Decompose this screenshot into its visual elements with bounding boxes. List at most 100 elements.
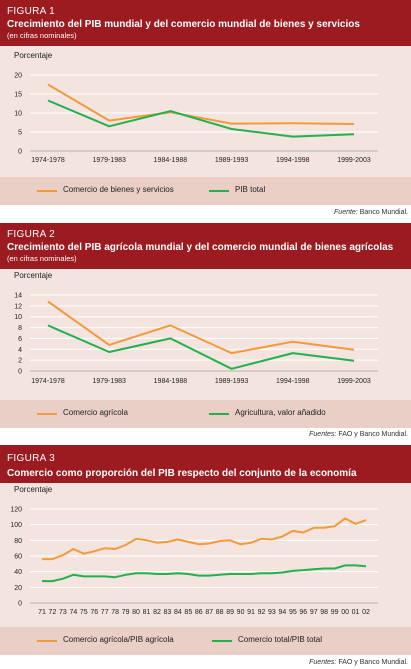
figure-2-chart: Porcentaje 0 2 4 6 8 10 12 14 1974-1978 1979-1983 1…	[14, 271, 378, 385]
series-line-2	[47, 99, 355, 138]
series-line-1	[47, 83, 355, 125]
y-tick-label: 60	[14, 554, 22, 561]
x-tick-label: 1984-1988	[154, 157, 188, 164]
y-tick-label: 6	[18, 336, 22, 343]
y-tick-label: 8	[18, 325, 22, 332]
y-tick-label: 2	[18, 358, 22, 365]
figure-1-chart: Porcentaje 0 5 10 15 20 1974-1978 1979-1983 1984…	[14, 51, 378, 164]
legend-swatch-orange	[37, 190, 57, 192]
figure-2: FIGURA 2 Crecimiento del PIB agrícola mu…	[0, 223, 411, 438]
x-tick-label: 78	[111, 609, 119, 616]
y-tick-label: 15	[14, 92, 22, 99]
x-tick-label: 86	[195, 609, 203, 616]
y-tick-label: 4	[18, 347, 22, 354]
x-tick-label: 1994-1998	[276, 157, 310, 164]
source-label: Fuentes:	[309, 659, 337, 666]
y-axis-label: Porcentaje	[14, 485, 53, 494]
x-tick-label: 75	[80, 609, 88, 616]
y-tick-label: 20	[14, 585, 22, 592]
legend-swatch-green	[209, 190, 229, 192]
figure-1-title: Crecimiento del PIB mundial y del comerc…	[7, 19, 360, 30]
figure-1-legend: Comercio de bienes y servicios PIB total	[0, 177, 411, 205]
series-line-2	[42, 564, 367, 583]
figure-3-header: FIGURA 3 Comercio como proporción del PI…	[0, 445, 411, 483]
x-tick-label: 82	[153, 609, 161, 616]
source-label: Fuente:	[334, 209, 358, 216]
x-tick-label: 98	[320, 609, 328, 616]
figure-2-source: Fuentes: FAO y Banco Mundial.	[309, 431, 408, 438]
x-tick-label: 72	[49, 609, 57, 616]
x-tick-label: 81	[143, 609, 151, 616]
legend-swatch-green	[212, 640, 232, 642]
x-tick-label: 83	[164, 609, 172, 616]
x-tick-label: 77	[101, 609, 109, 616]
legend-swatch-orange	[37, 640, 57, 642]
x-tick-label: 1979-1983	[92, 157, 126, 164]
legend-swatch-orange	[37, 413, 57, 415]
y-tick-label: 0	[18, 601, 22, 608]
series-line-1	[42, 517, 367, 561]
x-tick-label: 91	[247, 609, 255, 616]
x-tick-label: 1974-1978	[31, 157, 65, 164]
figure-3-body: Porcentaje 0 20 40 60 80 100 120 71 72 73 74 75 76 77 7…	[0, 483, 411, 655]
legend-label-series-1: Comercio agrícola/PIB agrícola	[63, 635, 174, 644]
figure-1-number: FIGURA 1	[7, 6, 55, 17]
x-tick-label: 97	[310, 609, 318, 616]
x-tick-label: 71	[38, 609, 46, 616]
figure-2-header: FIGURA 2 Crecimiento del PIB agrícola mu…	[0, 223, 411, 269]
legend-label-series-1: Comercio de bienes y servicios	[63, 185, 174, 194]
x-tick-label: 87	[205, 609, 213, 616]
legend-label-series-2: Agricultura, valor añadido	[235, 408, 326, 417]
figure-2-subtitle: (en cifras nominales)	[7, 254, 77, 263]
figure-3-source: Fuentes: FAO y Banco Mundial.	[309, 659, 408, 666]
figure-3-legend: Comercio agrícola/PIB agrícola Comercio …	[0, 627, 411, 655]
x-tick-label: 73	[59, 609, 67, 616]
y-axis-label: Porcentaje	[14, 271, 53, 280]
figure-2-number: FIGURA 2	[7, 229, 55, 240]
x-tick-label: 92	[258, 609, 266, 616]
figure-1-subtitle: (en cifras nominales)	[7, 31, 77, 40]
y-tick-label: 14	[14, 293, 22, 300]
figure-1-source: Fuente: Banco Mundial.	[334, 209, 408, 216]
x-tick-label: 85	[184, 609, 192, 616]
figure-1: FIGURA 1 Crecimiento del PIB mundial y d…	[0, 0, 411, 216]
x-tick-label: 99	[331, 609, 339, 616]
y-tick-label: 5	[18, 130, 22, 137]
y-axis-label: Porcentaje	[14, 51, 53, 60]
y-tick-label: 12	[14, 303, 22, 310]
source-label: Fuentes:	[309, 431, 337, 438]
y-tick-label: 40	[14, 569, 22, 576]
series-line-2	[47, 324, 355, 370]
x-tick-label: 1999-2003	[337, 378, 371, 385]
x-tick-label: 01	[352, 609, 360, 616]
legend-label-series-2: PIB total	[235, 185, 266, 194]
x-tick-label: 1989-1993	[215, 378, 249, 385]
x-tick-label: 1984-1988	[154, 378, 188, 385]
x-tick-label: 1994-1998	[276, 378, 310, 385]
x-tick-label: 93	[268, 609, 276, 616]
x-tick-label: 95	[289, 609, 297, 616]
legend-swatch-green	[209, 413, 229, 415]
x-tick-label: 02	[362, 609, 370, 616]
figure-1-body: Porcentaje 0 5 10 15 20 1974-1978 1979-1983 1984…	[0, 46, 411, 205]
figure-3: FIGURA 3 Comercio como proporción del PI…	[0, 445, 411, 666]
x-tick-label: 80	[132, 609, 140, 616]
x-tick-label: 00	[341, 609, 349, 616]
source-text: Banco Mundial.	[359, 209, 408, 216]
x-tick-label: 74	[69, 609, 77, 616]
x-tick-label: 90	[237, 609, 245, 616]
figure-2-body: Porcentaje 0 2 4 6 8 10 12 14 1974-1978 1979-1983 1…	[0, 269, 411, 428]
y-tick-label: 120	[10, 507, 22, 514]
x-tick-label: 1979-1983	[92, 378, 126, 385]
source-text: FAO y Banco Mundial.	[338, 431, 408, 438]
x-tick-label: 94	[278, 609, 286, 616]
legend-label-series-1: Comercio agrícola	[63, 408, 128, 417]
y-tick-label: 100	[10, 522, 22, 529]
figure-2-legend: Comercio agrícola Agricultura, valor aña…	[0, 400, 411, 428]
y-tick-label: 0	[18, 149, 22, 156]
x-tick-label: 88	[216, 609, 224, 616]
x-tick-label: 84	[174, 609, 182, 616]
y-tick-label: 10	[14, 111, 22, 118]
x-tick-label: 79	[122, 609, 130, 616]
